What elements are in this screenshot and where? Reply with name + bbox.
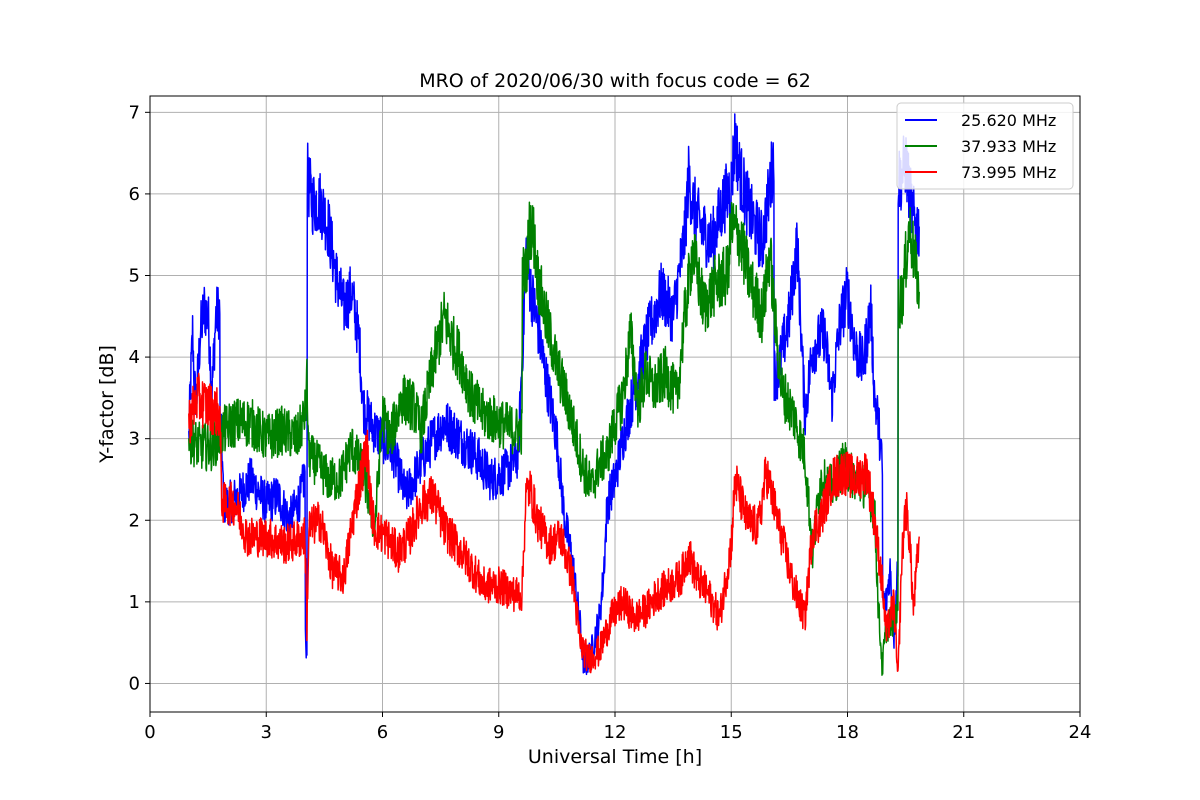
legend-label: 37.933 MHz — [961, 137, 1056, 156]
y-tick-label: 1 — [129, 592, 140, 613]
series-line-2 — [188, 201, 920, 676]
series-line-1 — [188, 113, 920, 676]
x-tick-label: 3 — [261, 722, 272, 743]
x-tick-label: 21 — [952, 722, 975, 743]
legend-box — [896, 102, 1074, 190]
legend-label: 25.620 MHz — [961, 111, 1056, 130]
x-tick-label: 6 — [377, 722, 388, 743]
y-tick-label: 4 — [129, 347, 140, 368]
series-line-3 — [188, 372, 920, 674]
x-tick-label: 18 — [836, 722, 859, 743]
y-tick-label: 3 — [129, 429, 140, 450]
y-tick-label: 5 — [129, 265, 140, 286]
y-tick-label: 7 — [129, 102, 140, 123]
y-axis-title: Y-factor [dB] — [96, 345, 118, 464]
x-tick-label: 12 — [604, 722, 627, 743]
y-tick-label: 0 — [129, 673, 140, 694]
y-tick-label: 2 — [129, 510, 140, 531]
legend: 25.620 MHz 37.933 MHz 73.995 MHz — [896, 102, 1074, 190]
legend-label: 73.995 MHz — [961, 163, 1056, 182]
x-tick-label: 24 — [1069, 722, 1092, 743]
series-layer — [188, 113, 920, 676]
chart-title: MRO of 2020/06/30 with focus code = 62 — [419, 70, 811, 92]
x-tick-label: 9 — [493, 722, 504, 743]
x-axis-title: Universal Time [h] — [528, 746, 702, 768]
x-tick-label: 0 — [144, 722, 155, 743]
x-tick-label: 15 — [720, 722, 743, 743]
y-tick-label: 6 — [129, 184, 140, 205]
